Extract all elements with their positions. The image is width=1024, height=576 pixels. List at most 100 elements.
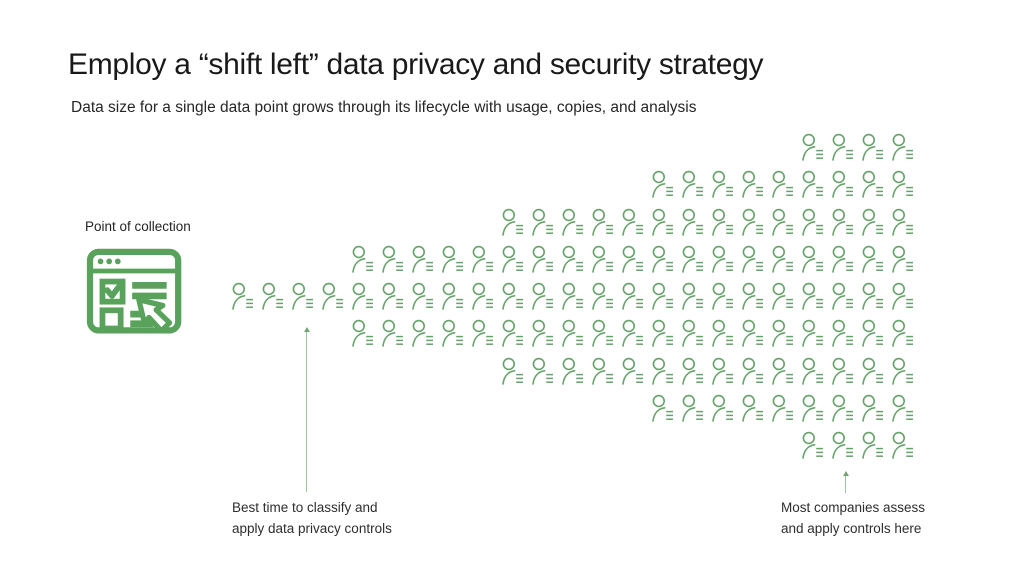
person-data-icon xyxy=(442,245,463,273)
person-data-icon xyxy=(232,282,253,310)
person-data-icon xyxy=(892,208,913,236)
person-data-icon xyxy=(502,282,523,310)
person-data-icon xyxy=(502,245,523,273)
page-title: Employ a “shift left” data privacy and s… xyxy=(68,48,764,81)
person-data-icon xyxy=(622,320,643,348)
person-data-icon xyxy=(802,133,823,161)
person-data-icon xyxy=(262,282,283,310)
person-data-icon xyxy=(622,245,643,273)
person-data-icon xyxy=(472,320,493,348)
person-data-icon xyxy=(682,171,703,199)
person-data-icon xyxy=(712,171,733,199)
person-data-icon xyxy=(412,245,433,273)
page-subtitle: Data size for a single data point grows … xyxy=(71,99,697,116)
person-data-icon xyxy=(742,245,763,273)
person-data-icon xyxy=(772,357,793,385)
person-data-icon xyxy=(652,282,673,310)
person-data-icon xyxy=(652,208,673,236)
person-data-icon xyxy=(532,357,553,385)
person-data-icon xyxy=(832,282,853,310)
person-data-icon xyxy=(862,208,883,236)
pictogram-row xyxy=(800,431,914,459)
person-data-icon xyxy=(502,320,523,348)
right-annotation-line2: and apply controls here xyxy=(781,521,922,536)
person-data-icon xyxy=(862,357,883,385)
person-data-icon xyxy=(832,357,853,385)
person-data-icon xyxy=(802,320,823,348)
person-data-icon xyxy=(532,245,553,273)
person-data-icon xyxy=(562,208,583,236)
person-data-icon xyxy=(442,282,463,310)
person-data-icon xyxy=(562,282,583,310)
person-data-icon xyxy=(292,282,313,310)
person-data-icon xyxy=(682,282,703,310)
person-data-icon xyxy=(862,245,883,273)
person-data-icon xyxy=(652,171,673,199)
person-data-icon xyxy=(892,282,913,310)
pictogram-row xyxy=(650,170,914,199)
person-data-icon xyxy=(652,320,673,348)
person-data-icon xyxy=(832,133,853,161)
person-data-icon xyxy=(802,394,823,422)
person-data-icon xyxy=(892,133,913,161)
person-data-icon xyxy=(352,245,373,273)
pictogram-row xyxy=(500,208,914,236)
person-data-icon xyxy=(832,208,853,236)
person-data-icon xyxy=(742,208,763,236)
person-data-icon xyxy=(742,282,763,310)
person-data-icon xyxy=(652,357,673,385)
person-data-icon xyxy=(502,357,523,385)
person-data-icon xyxy=(862,133,883,161)
person-data-icon xyxy=(892,431,913,459)
person-data-icon xyxy=(832,171,853,199)
person-data-icon xyxy=(742,357,763,385)
person-data-icon xyxy=(862,171,883,199)
person-data-icon xyxy=(712,320,733,348)
person-data-icon xyxy=(352,320,373,348)
person-data-icon xyxy=(652,245,673,273)
person-data-icon xyxy=(592,357,613,385)
person-data-icon xyxy=(562,245,583,273)
person-data-icon xyxy=(892,357,913,385)
person-data-icon xyxy=(712,282,733,310)
point-of-collection-label: Point of collection xyxy=(85,219,191,234)
person-data-icon xyxy=(742,320,763,348)
person-data-icon xyxy=(772,245,793,273)
person-data-icon xyxy=(382,245,403,273)
person-data-icon xyxy=(892,320,913,348)
right-annotation-arrow xyxy=(842,471,849,493)
person-data-icon xyxy=(592,320,613,348)
person-data-icon xyxy=(472,245,493,273)
person-data-icon xyxy=(712,394,733,422)
person-data-icon xyxy=(862,431,883,459)
person-data-icon xyxy=(532,208,553,236)
person-data-icon xyxy=(322,282,343,310)
pictogram-row xyxy=(650,394,914,422)
person-data-icon xyxy=(862,282,883,310)
person-data-icon xyxy=(802,171,823,199)
person-data-icon xyxy=(592,282,613,310)
person-data-icon xyxy=(682,320,703,348)
person-data-icon xyxy=(352,282,373,310)
person-data-icon xyxy=(802,245,823,273)
person-data-icon xyxy=(592,208,613,236)
person-data-icon xyxy=(532,282,553,310)
left-annotation: Best time to classify and apply data pri… xyxy=(232,497,392,539)
person-data-icon xyxy=(772,282,793,310)
person-data-icon xyxy=(682,394,703,422)
person-data-icon xyxy=(622,208,643,236)
person-data-icon xyxy=(472,282,493,310)
person-data-icon xyxy=(682,357,703,385)
person-data-icon xyxy=(802,282,823,310)
person-data-icon xyxy=(622,282,643,310)
person-data-icon xyxy=(742,394,763,422)
person-data-icon xyxy=(532,320,553,348)
person-data-icon xyxy=(772,394,793,422)
browser-form-cursor-icon xyxy=(86,248,182,334)
person-data-icon xyxy=(502,208,523,236)
left-annotation-arrow xyxy=(303,327,310,492)
person-data-icon xyxy=(892,394,913,422)
person-data-icon xyxy=(382,320,403,348)
